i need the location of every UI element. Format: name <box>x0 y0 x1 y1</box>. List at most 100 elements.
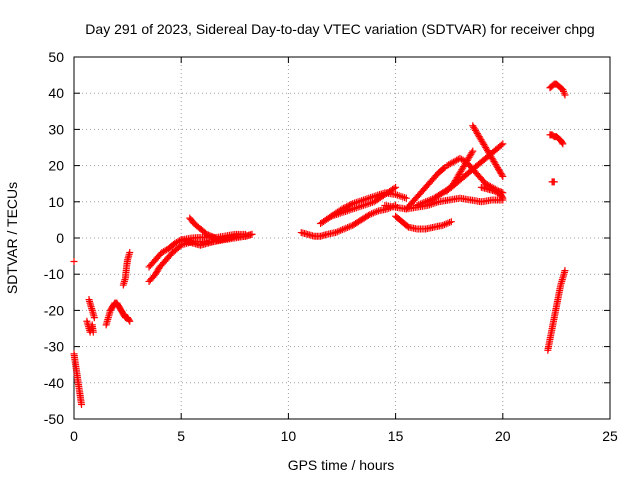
axis-ticks: 0 5 10 15 20 25 -50 -40 -30 -20 -10 0 10 20 30 40 50 <box>44 49 618 444</box>
data-point <box>399 193 407 201</box>
x-axis-label: GPS time / hours <box>288 457 395 473</box>
data-point <box>550 178 558 186</box>
chart-title: Day 291 of 2023, Sidereal Day-to-day VTE… <box>85 21 594 37</box>
data-point <box>366 210 374 218</box>
data-point <box>422 198 430 206</box>
data-point <box>425 196 433 204</box>
data-point <box>340 204 348 212</box>
series-arc-01 <box>70 350 86 409</box>
data-point <box>354 198 362 206</box>
series-arc-10 <box>177 230 256 249</box>
data-point <box>70 258 78 266</box>
data-point <box>90 314 98 322</box>
series-arc-22 <box>544 267 569 354</box>
data-point <box>371 208 379 216</box>
y-tick-label: -20 <box>44 302 64 318</box>
data-point <box>444 219 452 227</box>
x-tick-label: 25 <box>602 428 618 444</box>
data-point <box>558 139 566 147</box>
data-point <box>393 191 401 199</box>
data-point <box>345 223 353 231</box>
y-tick-label: 40 <box>48 85 64 101</box>
series-arc-20 <box>469 122 507 180</box>
data-point <box>428 195 436 203</box>
data-point <box>359 196 367 204</box>
data-point <box>447 218 455 226</box>
data-point <box>368 210 376 218</box>
data-point <box>347 200 355 208</box>
data-point <box>499 140 507 148</box>
x-tick-label: 20 <box>495 428 511 444</box>
x-tick-label: 10 <box>281 428 297 444</box>
data-point <box>248 230 256 238</box>
data-point <box>341 203 349 211</box>
y-tick-label: 30 <box>48 121 64 137</box>
data-point <box>126 248 134 256</box>
series-arc-24 <box>546 131 567 148</box>
data-point <box>347 222 355 230</box>
x-tick-label: 5 <box>177 428 185 444</box>
x-tick-label: 15 <box>388 428 404 444</box>
y-tick-label: 0 <box>56 230 64 246</box>
data-point <box>423 197 431 205</box>
y-axis-label: SDTVAR / TECUs <box>4 182 20 294</box>
data-point <box>442 220 450 228</box>
data-point <box>363 195 371 203</box>
series-arc-13 <box>327 189 410 220</box>
data-point <box>392 183 400 191</box>
data-point <box>497 141 505 149</box>
series-arc-25 <box>546 80 569 99</box>
data-point <box>499 172 507 180</box>
data-point <box>344 224 352 232</box>
series-arc-05 <box>102 299 134 329</box>
series-arc-04 <box>85 296 98 322</box>
data-point <box>499 194 507 202</box>
data-point <box>78 401 86 409</box>
data-point <box>403 222 411 230</box>
data-point <box>561 267 569 275</box>
series-arc-11 <box>297 201 400 240</box>
data-point <box>364 211 372 219</box>
data-point <box>415 201 423 209</box>
series-arc-19 <box>443 147 477 195</box>
y-tick-label: -30 <box>44 339 64 355</box>
data-point <box>420 199 428 207</box>
data-point <box>401 194 409 202</box>
series-arc-03 <box>83 317 97 336</box>
data-point <box>390 184 398 192</box>
data-point <box>413 201 421 209</box>
x-tick-label: 0 <box>70 428 78 444</box>
data-point <box>346 201 354 209</box>
data-point <box>395 192 403 200</box>
data-point <box>402 194 410 202</box>
data-point <box>365 194 373 202</box>
data-point <box>335 227 343 235</box>
data-point <box>340 225 348 233</box>
data-point <box>373 208 381 216</box>
data-points <box>70 80 569 409</box>
series-arc-02 <box>70 258 78 266</box>
data-point <box>343 203 351 211</box>
y-tick-label: -10 <box>44 266 64 282</box>
data-point <box>498 171 506 179</box>
data-point <box>369 209 377 217</box>
data-point <box>416 200 424 208</box>
data-point <box>561 91 569 99</box>
data-point <box>89 328 97 336</box>
y-tick-label: 10 <box>48 194 64 210</box>
series-arc-23 <box>548 178 558 186</box>
data-point <box>337 226 345 234</box>
data-point <box>498 193 506 201</box>
data-point <box>446 218 454 226</box>
series-arc-06 <box>119 248 134 289</box>
grid-layer <box>74 57 610 419</box>
data-point <box>126 317 134 325</box>
y-tick-label: -50 <box>44 411 64 427</box>
data-point <box>344 202 352 210</box>
data-point <box>418 199 426 207</box>
data-point <box>468 149 476 157</box>
y-tick-label: 20 <box>48 158 64 174</box>
data-point <box>338 205 346 213</box>
y-tick-label: 50 <box>48 49 64 65</box>
